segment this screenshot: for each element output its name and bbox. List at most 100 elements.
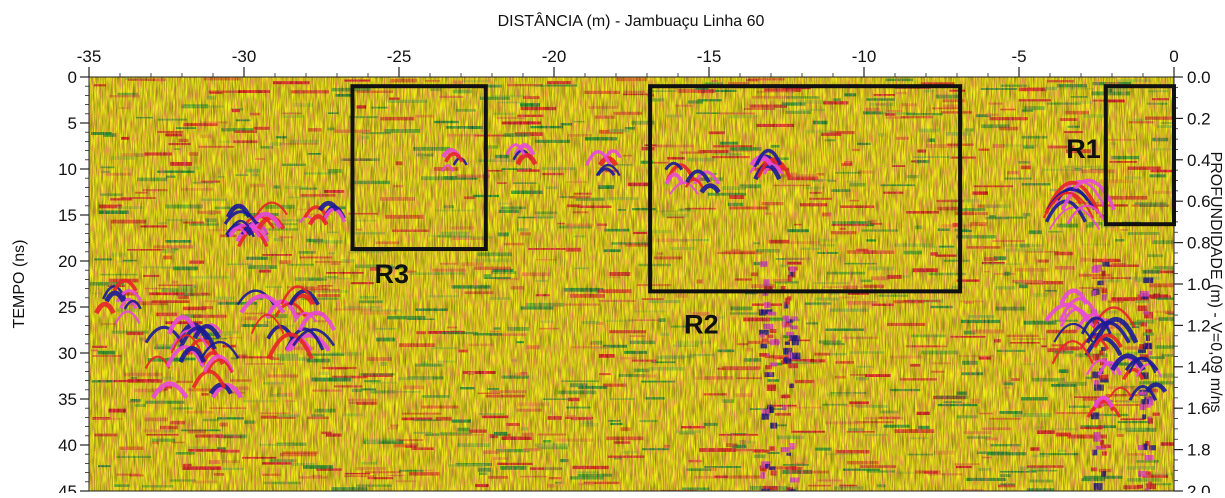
reflection-hyperbola bbox=[280, 285, 316, 305]
reflection-hyperbola bbox=[762, 163, 784, 175]
reflection-hyperbola bbox=[753, 163, 782, 181]
reflection-hyperbola bbox=[119, 297, 138, 310]
reflection-hyperbola bbox=[664, 172, 685, 185]
reflection-hyperbola bbox=[685, 169, 711, 184]
region-box-r1 bbox=[1103, 84, 1177, 227]
reflection-hyperbola bbox=[444, 152, 464, 163]
reflection-hyperbola bbox=[287, 333, 331, 352]
reflection-hyperbola bbox=[664, 161, 684, 171]
reflection-hyperbola bbox=[1091, 306, 1136, 329]
speckle-red bbox=[89, 77, 1174, 491]
region-label-r2: R2 bbox=[684, 309, 719, 339]
reflection-hyperbola bbox=[104, 290, 126, 303]
reflection-hyperbola bbox=[1135, 363, 1162, 378]
reflection-hyperbola bbox=[1121, 367, 1145, 381]
y-right-tick-label: 0.8 bbox=[1187, 234, 1211, 253]
reflection-hyperbola bbox=[150, 381, 189, 400]
reflection-hyperbola bbox=[297, 310, 337, 332]
y-right-tick-label: 0.2 bbox=[1187, 109, 1211, 128]
reflection-hyperbola bbox=[1086, 400, 1122, 418]
regions: R1 R2 R3 bbox=[350, 84, 1177, 339]
reflection-hyperbola bbox=[206, 358, 234, 374]
reflection-hyperbola bbox=[239, 294, 286, 314]
reflection-hyperbola bbox=[1051, 340, 1094, 365]
reflection-hyperbola bbox=[165, 345, 205, 368]
reflection-hyperbola bbox=[584, 150, 612, 167]
y-left-tick-label: 15 bbox=[58, 206, 77, 225]
reflection-hyperbola bbox=[756, 157, 792, 178]
reflection-hyperbola bbox=[114, 310, 141, 324]
x-tick-label: -5 bbox=[1011, 47, 1026, 66]
left-axis-label: TEMPO (ns) bbox=[11, 240, 28, 329]
reflection-hyperbola bbox=[1086, 359, 1116, 376]
y-left-tick-label: 20 bbox=[58, 252, 77, 271]
reflection-hyperbola bbox=[178, 346, 207, 364]
reflection-hyperbola bbox=[1097, 360, 1123, 376]
reflection-hyperbola bbox=[1092, 333, 1123, 349]
reflection-hyperbola bbox=[94, 301, 116, 315]
reflection-hyperbola bbox=[192, 324, 221, 340]
x-tick-label: -30 bbox=[232, 47, 257, 66]
y-right-tick-label: 2.0 bbox=[1187, 482, 1211, 493]
reflection-hyperbola bbox=[228, 226, 247, 236]
reflection-hyperbola bbox=[699, 183, 721, 194]
y-right-tick-label: 1.0 bbox=[1187, 275, 1211, 294]
y-right-tick-label: 0.4 bbox=[1187, 151, 1211, 170]
reflection-hyperbola bbox=[1060, 178, 1117, 211]
region-label-r3: R3 bbox=[375, 259, 410, 289]
y-right-tick-label: 1.6 bbox=[1187, 399, 1211, 418]
reflection-hyperbola bbox=[248, 211, 282, 229]
reflection-streak bbox=[1173, 146, 1174, 151]
y-left-tick-label: 0 bbox=[68, 68, 77, 87]
reflection-hyperbola bbox=[1066, 204, 1108, 225]
reflection-streak bbox=[1173, 465, 1174, 469]
reflection-hyperbola bbox=[250, 313, 285, 335]
x-tick-label: -25 bbox=[387, 47, 412, 66]
reflection-hyperbola bbox=[1109, 386, 1133, 398]
reflection-hyperbola bbox=[515, 152, 538, 166]
reflection-hyperbola bbox=[266, 332, 314, 360]
y-left-tick-label: 35 bbox=[58, 390, 77, 409]
reflection-hyperbola bbox=[288, 289, 320, 306]
region-box-r2 bbox=[648, 84, 963, 294]
reflection-hyperbola bbox=[223, 210, 259, 225]
x-tick-label: -20 bbox=[542, 47, 567, 66]
x-tick-label: -15 bbox=[697, 47, 722, 66]
reflection-hyperbola bbox=[1085, 321, 1131, 344]
reflection-hyperbola bbox=[178, 326, 217, 350]
y-left-tick-label: 10 bbox=[58, 160, 77, 179]
y-right-tick-label: 1.4 bbox=[1187, 358, 1211, 377]
x-tick-label: -10 bbox=[852, 47, 877, 66]
reflection-hyperbola bbox=[170, 334, 203, 354]
reflection-hyperbola bbox=[1053, 323, 1094, 343]
reflection-hyperbola bbox=[1124, 356, 1159, 372]
y-left-tick-label: 45 bbox=[58, 482, 77, 493]
y-right-tick-label: 0.6 bbox=[1187, 192, 1211, 211]
y-right-tick-label: 0.0 bbox=[1187, 68, 1211, 87]
reflection-hyperbola bbox=[292, 328, 336, 347]
y-right-tick-label: 1.2 bbox=[1187, 316, 1211, 335]
y-left-tick-label: 30 bbox=[58, 344, 77, 363]
y-right-tick-label: 1.8 bbox=[1187, 441, 1211, 460]
reflection-hyperbola bbox=[293, 311, 318, 323]
reflection-hyperbola bbox=[684, 178, 704, 188]
reflection-hyperbola bbox=[123, 299, 142, 310]
reflection-hyperbola bbox=[307, 214, 329, 226]
y-left-tick-label: 25 bbox=[58, 298, 77, 317]
reflection-hyperbola bbox=[596, 167, 616, 177]
reflection-hyperbola bbox=[255, 201, 288, 216]
reflection-hyperbola bbox=[1145, 382, 1168, 393]
axes: -35 -30 -25 -20 -15 -10 -5 0 0 5 10 15 20 25 30 35 40 45 0… bbox=[58, 47, 1211, 498]
reflection-hyperbola bbox=[754, 148, 782, 166]
reflection-hyperbola bbox=[1042, 191, 1094, 219]
reflection-hyperbola bbox=[200, 340, 240, 359]
chart-title: DISTÂNCIA (m) - Jambuaçu Linha 60 bbox=[498, 11, 765, 30]
reflection-hyperbola bbox=[1128, 385, 1158, 401]
reflection-hyperbola bbox=[604, 149, 622, 159]
plot-area bbox=[89, 77, 1174, 491]
reflection-hyperbola bbox=[1093, 316, 1139, 344]
y-left-tick-label: 40 bbox=[58, 436, 77, 455]
reflection-hyperbola bbox=[228, 223, 261, 238]
